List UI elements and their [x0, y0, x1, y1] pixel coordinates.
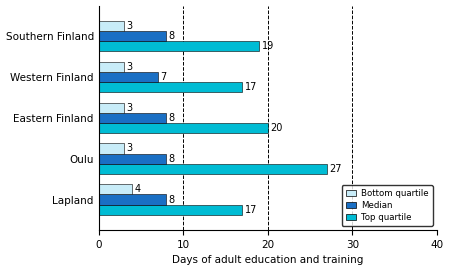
Bar [99, 41, 260, 51]
Bar [99, 21, 124, 31]
Text: 7: 7 [160, 72, 167, 82]
Bar [99, 102, 124, 113]
Legend: Bottom quartile, Median, Top quartile: Bottom quartile, Median, Top quartile [342, 185, 432, 226]
Text: 17: 17 [245, 82, 257, 92]
Text: 17: 17 [245, 205, 257, 215]
Text: 3: 3 [127, 62, 133, 72]
Bar [99, 82, 242, 92]
Bar [99, 164, 327, 174]
Text: 3: 3 [127, 21, 133, 31]
Text: 4: 4 [135, 184, 141, 194]
Bar [99, 72, 158, 82]
Text: 8: 8 [169, 113, 175, 123]
Bar [99, 62, 124, 72]
Text: 3: 3 [127, 143, 133, 153]
Bar [99, 154, 166, 164]
Text: 27: 27 [330, 164, 342, 174]
Text: 8: 8 [169, 195, 175, 205]
Bar [99, 113, 166, 123]
Bar [99, 205, 242, 215]
Bar [99, 184, 132, 194]
Text: 19: 19 [262, 41, 274, 51]
X-axis label: Days of adult education and training: Days of adult education and training [172, 256, 363, 265]
Text: 8: 8 [169, 154, 175, 164]
Bar [99, 123, 268, 133]
Bar [99, 194, 166, 205]
Bar [99, 143, 124, 154]
Bar [99, 31, 166, 41]
Text: 20: 20 [270, 123, 283, 133]
Text: 8: 8 [169, 31, 175, 41]
Text: 3: 3 [127, 103, 133, 113]
